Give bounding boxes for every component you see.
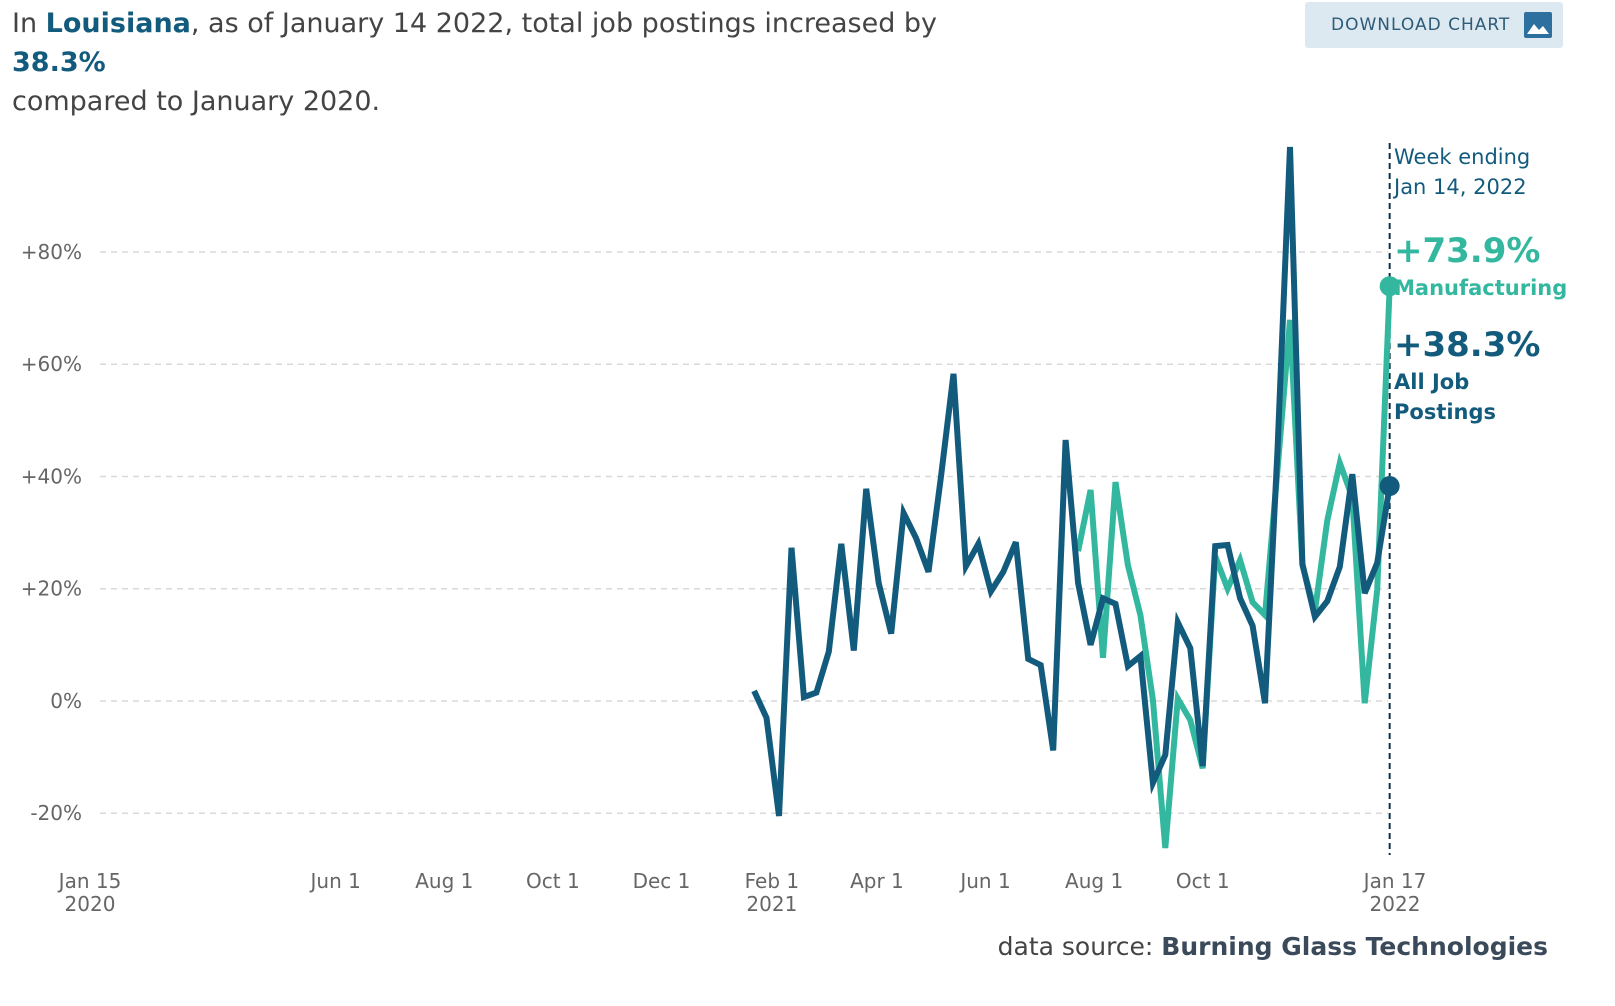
value-label: +73.9%	[1394, 231, 1540, 271]
x-tick-line: Jun 1	[958, 869, 1010, 893]
x-tick-label: Aug 1	[1065, 869, 1123, 893]
x-tick-label: Apr 1	[850, 869, 904, 893]
y-tick-label: -20%	[30, 801, 82, 825]
headline: In Louisiana, as of January 14 2022, tot…	[12, 4, 1012, 121]
y-tick-label: +80%	[21, 240, 82, 264]
image-icon	[1524, 12, 1553, 38]
headline-suffix: compared to January 2020.	[12, 86, 381, 117]
x-tick-label: Jun 1	[958, 869, 1010, 893]
series-name: All Job Postings	[1394, 370, 1497, 424]
headline-middle: , as of January 14 2022, total job posti…	[190, 8, 938, 39]
x-tick-line: Jan 15	[57, 869, 122, 893]
value-label: +38.3%	[1394, 325, 1540, 365]
button-label: DOWNLOAD CHART	[1331, 15, 1511, 35]
series-line	[751, 146, 1393, 817]
y-tick-label: 0%	[50, 689, 82, 713]
x-tick-line: Feb 1	[745, 869, 800, 893]
week-annotation: Jan 14, 2022	[1392, 175, 1527, 199]
x-tick-label: Feb 1 2021	[745, 869, 800, 916]
download-button[interactable]: DOWNLOAD CHART	[1305, 2, 1563, 48]
x-tick-line: Dec 1	[633, 869, 691, 893]
x-tick-line: Apr 1	[850, 869, 904, 893]
x-tick-line: Aug 1	[1065, 869, 1123, 893]
week-annotation: Week ending	[1394, 145, 1530, 169]
x-tick-line: Oct 1	[526, 869, 580, 893]
x-tick-label: Jun 1	[309, 869, 361, 893]
x-tick-line: Oct 1	[1176, 869, 1230, 893]
x-tick-label: Oct 1	[526, 869, 580, 893]
source: data source: Burning Glass Technologies	[998, 932, 1548, 961]
source-label: data source:	[997, 932, 1154, 961]
end-point	[1379, 276, 1400, 297]
end-point	[1379, 476, 1400, 497]
x-tick-line: 2020	[65, 892, 116, 916]
y-tick-label: +40%	[21, 464, 82, 488]
x-tick-label: Dec 1	[633, 869, 691, 893]
x-tick-label: Oct 1	[1176, 869, 1230, 893]
x-tick-label: Jan 15 2020	[57, 869, 122, 916]
x-tick-line: Aug 1	[415, 869, 473, 893]
y-tick-label: +20%	[21, 577, 82, 601]
x-tick-line: 2022	[1370, 892, 1421, 916]
state: Louisiana	[45, 8, 191, 39]
x-tick-label: Aug 1	[415, 869, 473, 893]
source-name: Burning Glass Technologies	[1161, 932, 1548, 961]
headline-value: 38.3%	[12, 47, 106, 78]
x-tick-line: Jan 17	[1362, 869, 1427, 893]
headline-prefix: In	[12, 8, 38, 39]
x-tick-line: 2021	[746, 892, 797, 916]
series-name: Manufacturing	[1394, 276, 1568, 300]
y-tick-label: +60%	[21, 352, 82, 376]
x-tick-line: Jun 1	[309, 869, 361, 893]
x-tick-label: Jan 17 2022	[1362, 869, 1427, 916]
